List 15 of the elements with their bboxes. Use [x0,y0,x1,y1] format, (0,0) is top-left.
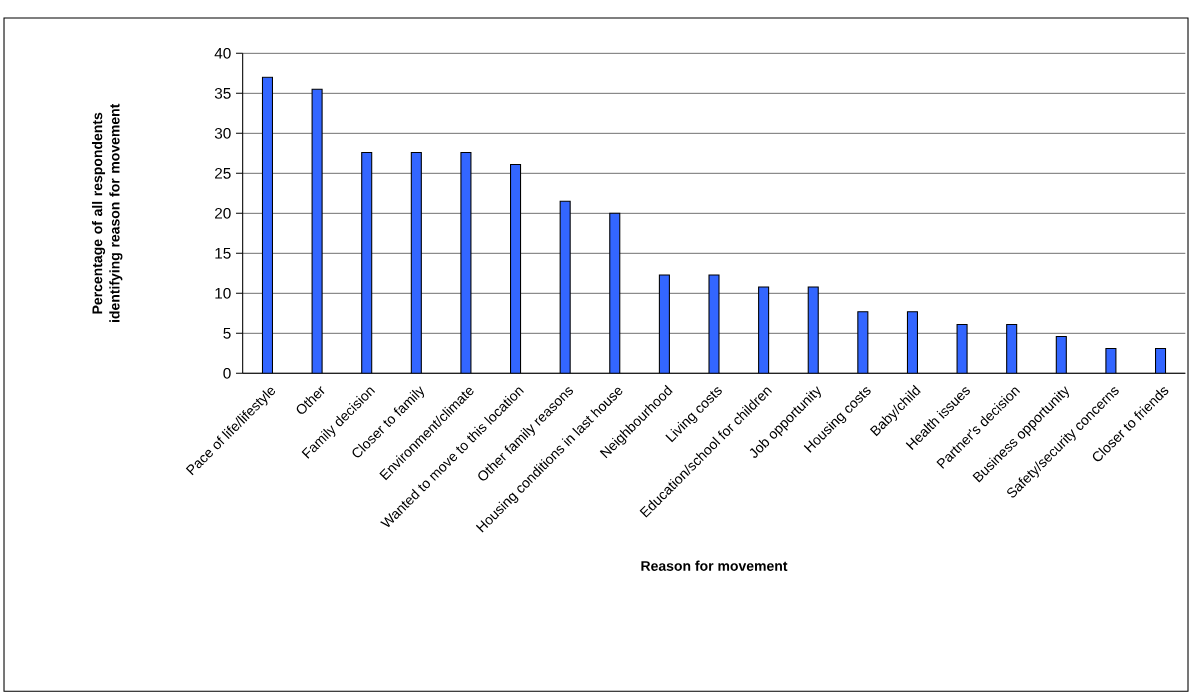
bar [510,164,521,374]
y-tick-label: 10 [215,287,231,299]
x-axis-title: Reason for movement [641,560,788,571]
bar [361,152,372,374]
y-tick-label: 30 [214,127,231,139]
y-axis-title: Percentage of all respondents identifying reason for movement [91,103,123,323]
y-tick-label: 5 [223,327,231,339]
bar [262,77,273,374]
y-tick-label: 25 [215,167,231,179]
y-tick-label: 15 [215,247,231,259]
bar [411,152,422,374]
y-tick-label: 0 [223,367,231,379]
y-tick-label: 35 [214,87,231,99]
y-tick-label: 40 [214,47,231,59]
y-tick-label: 20 [215,207,231,219]
